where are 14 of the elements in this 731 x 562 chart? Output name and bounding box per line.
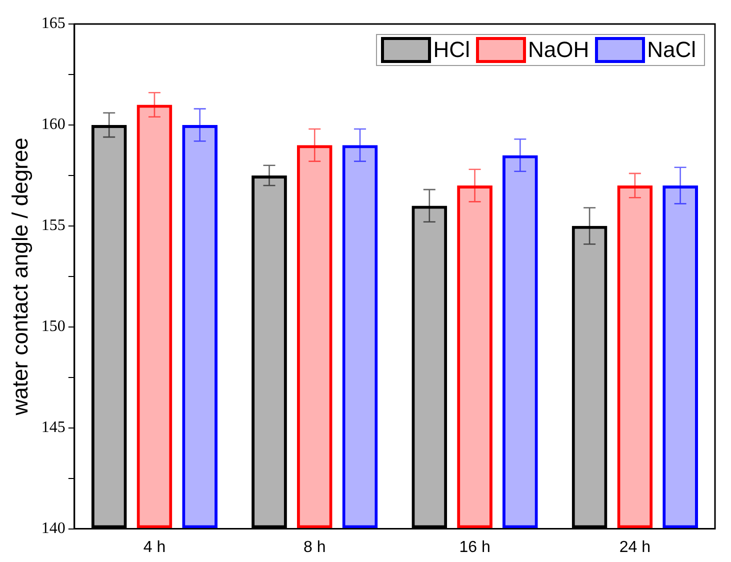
- y-axis-title: water contact angle / degree: [7, 138, 32, 416]
- x-tick-label: 8 h: [304, 538, 326, 556]
- y-tick-label: 155: [41, 217, 66, 234]
- x-tick-label: 4 h: [143, 538, 166, 556]
- y-tick-label: 150: [41, 318, 66, 336]
- x-tick-label: 24 h: [619, 538, 650, 556]
- y-tick-label: 165: [41, 15, 66, 32]
- y-tick-label: 160: [41, 116, 66, 134]
- legend-label: NaCl: [647, 37, 696, 63]
- y-tick-label: 145: [41, 419, 66, 436]
- y-tick-label: 140: [41, 520, 66, 538]
- legend-label: NaOH: [528, 37, 590, 63]
- x-tick-label: 16 h: [459, 538, 490, 556]
- legend-label: HCl: [433, 37, 470, 63]
